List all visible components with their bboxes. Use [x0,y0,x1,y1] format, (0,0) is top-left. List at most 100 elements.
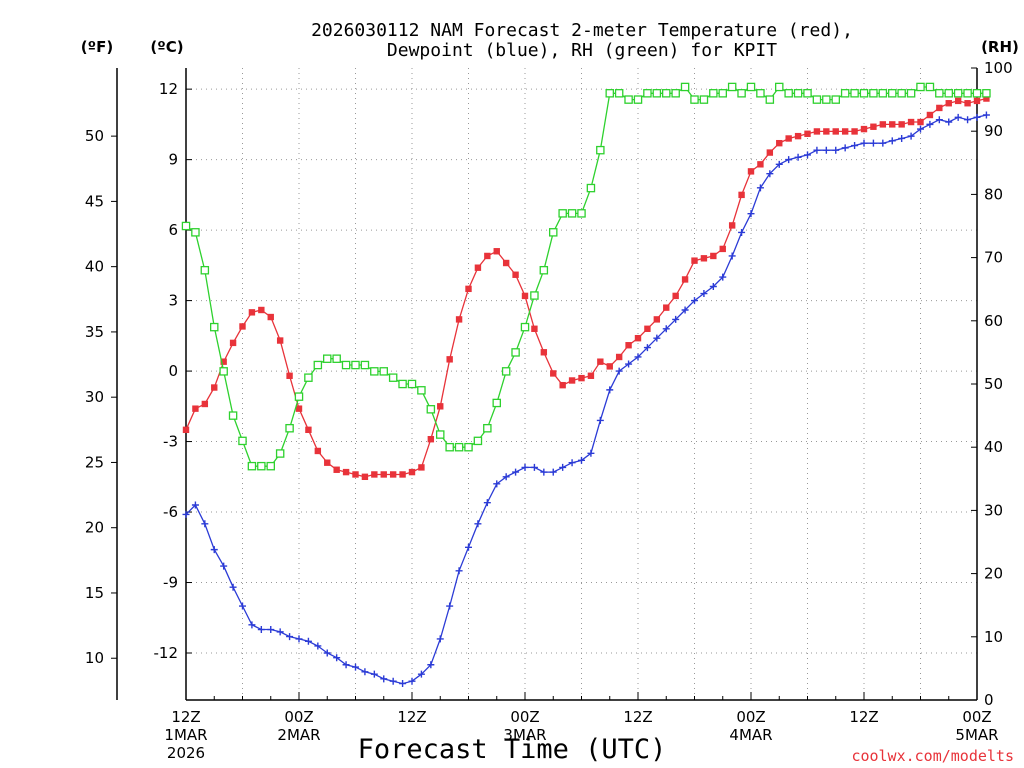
temperature-point [672,292,679,300]
dewpoint-point [201,520,209,528]
dewpoint-point [709,282,717,290]
rh-point [605,89,615,98]
temperature-point [634,334,642,342]
rh-point [652,89,662,98]
rh-point [388,373,398,382]
temperature-point [719,245,726,253]
temperature-point [324,459,331,466]
dewpoint-point [888,137,896,145]
temperature-point [389,471,397,478]
rh-point [577,209,586,218]
dewpoint-point [841,144,849,152]
rh-point [483,423,492,433]
temperature-point [870,123,877,130]
temperature-point [276,337,284,344]
temperature-point [710,252,717,260]
dewpoint-point [333,654,341,662]
fahrenheit-unit-label: (ºF) [81,38,113,56]
dewpoint-point [408,677,416,685]
temperature-point [474,264,482,271]
rh-point [982,89,991,98]
temperature-point [597,358,604,365]
rh-point [426,405,436,414]
dewpoint-point [446,602,454,610]
dewpoint-point [182,510,190,518]
celsius-tick-label: 3 [168,292,178,310]
rh-point [511,348,520,357]
temperature-point [917,118,924,126]
temperature-point [851,128,858,135]
dewpoint-point [267,626,275,634]
rh-point [812,95,822,104]
dewpoint-point [832,146,840,154]
rh-point [662,89,671,98]
rh-point [633,95,643,104]
dewpoint-point [455,567,463,575]
dewpoint-point [643,344,651,352]
rh-point [549,228,558,237]
temperature-point [832,128,839,135]
temperature-point [700,255,708,262]
dewpoint-point [352,663,359,671]
chart-title-line-1: 2026030112 NAM Forecast 2-meter Temperat… [311,20,853,41]
temperature-point [926,111,934,119]
temperature-point [427,436,435,443]
rh-tick-label: 20 [984,565,1003,583]
temperature-point [766,149,774,156]
temperature-point [757,161,764,168]
rh-point [699,95,709,104]
temperature-point [361,473,369,481]
dewpoint-point [672,315,680,323]
rh-point [191,228,200,237]
rh-tick-label: 0 [984,691,994,709]
rh-point [445,442,454,452]
dewpoint-point [935,116,943,124]
temperature-point [568,377,576,384]
celsius-tick-label: 12 [159,80,178,98]
rh-tick-label: 10 [984,628,1003,646]
rh-point [200,265,210,275]
temperature-point [625,342,632,349]
dewpoint-point [286,633,294,641]
fahrenheit-tick-label: 35 [85,323,104,341]
celsius-tick-label: 9 [168,151,178,169]
temperature-point [248,309,256,316]
temperature-point [615,353,623,361]
dewpoint-point [399,680,407,688]
dewpoint-point [615,367,623,375]
celsius-tick-label: 6 [168,221,178,239]
x-tick-label: 2026 [167,744,205,762]
dewpoint-point [295,635,303,643]
temperature-point [964,100,971,107]
x-tick-label: 00Z [284,708,313,726]
fahrenheit-tick-label: 50 [85,127,104,145]
dewpoint-point [493,480,501,488]
rh-point [963,89,972,98]
x-tick-label: 3MAR [503,726,546,744]
dewpoint-point [521,463,529,471]
rh-point [888,89,897,98]
rh-point [765,95,775,104]
dewpoint-point [700,290,708,298]
rh-tick-label: 60 [984,312,1003,330]
rh-point [492,398,501,408]
rh-point [803,89,812,98]
dewpoint-point [502,473,510,481]
temperature-point [380,471,387,478]
temperature-point [182,426,190,434]
rh-point [737,89,746,98]
temperature-point [776,139,783,147]
dewpoint-point [785,156,793,164]
fahrenheit-tick-label: 40 [85,258,104,276]
rh-point [464,442,473,452]
dewpoint-point [596,416,604,424]
dewpoint-point [568,459,576,467]
dewpoint-point [954,113,962,121]
dewpoint-point [794,153,802,161]
temperature-point [898,121,905,128]
rh-tick-label: 70 [984,249,1003,267]
fahrenheit-tick-label: 45 [85,192,104,210]
rh-point [304,373,313,382]
temperature-point [371,471,378,478]
